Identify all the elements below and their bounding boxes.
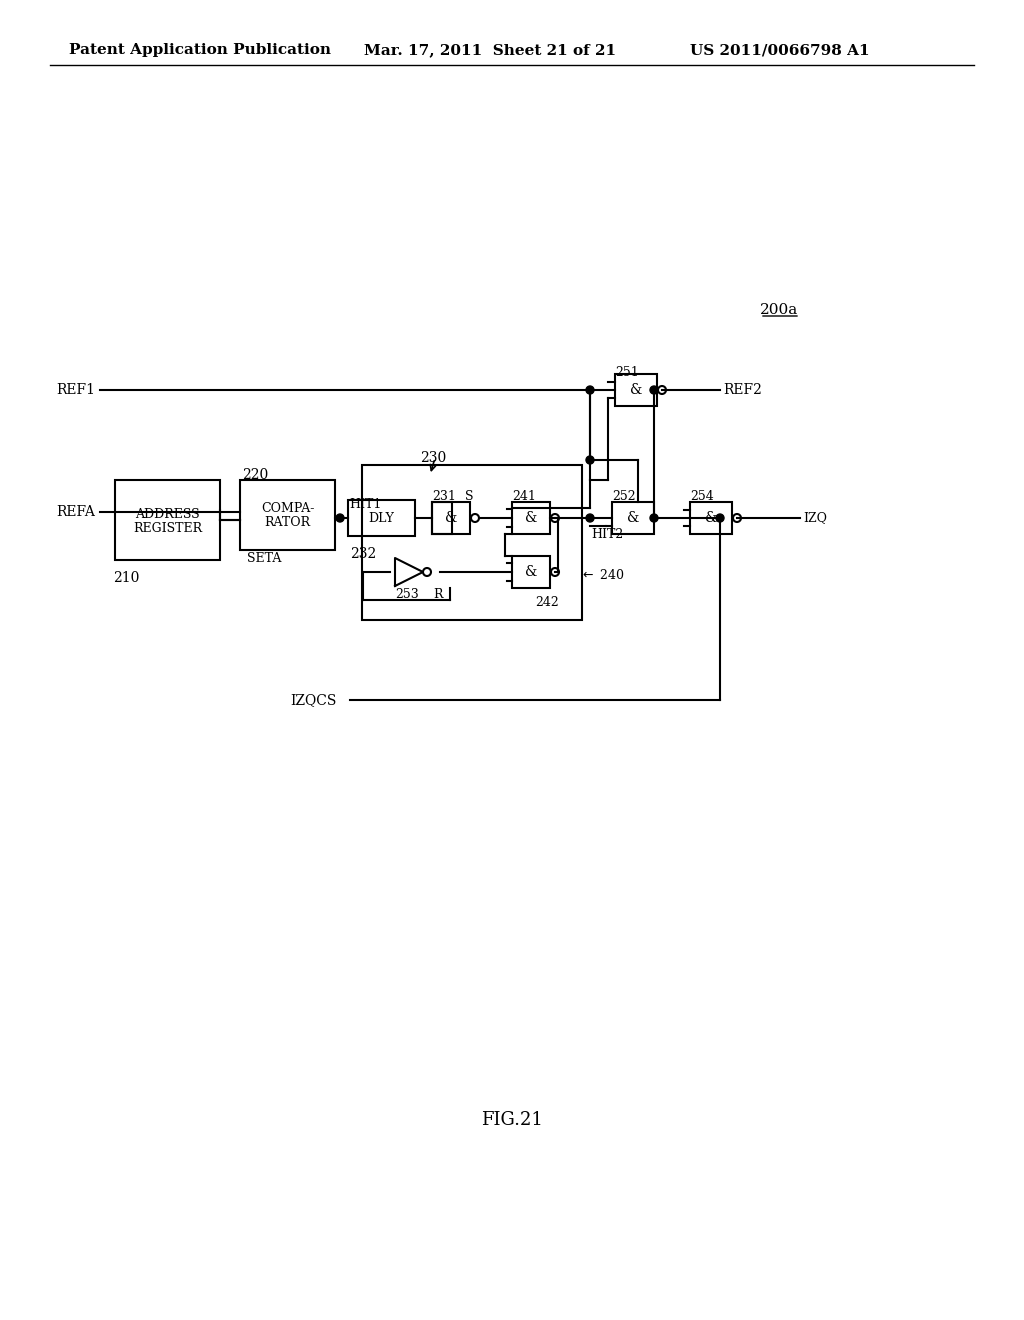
Text: REF2: REF2 [723, 383, 762, 397]
Text: 254: 254 [690, 490, 714, 503]
Text: RATOR: RATOR [264, 516, 310, 529]
Bar [115, 480, 220, 560]
Bar [690, 502, 732, 535]
Text: SETA: SETA [247, 552, 282, 565]
Text: 230: 230 [420, 451, 446, 465]
Text: REFA: REFA [56, 506, 95, 519]
Text: REGISTER: REGISTER [133, 521, 202, 535]
Bar [348, 500, 415, 536]
Text: IZQCS: IZQCS [290, 693, 336, 708]
Circle shape [586, 385, 594, 393]
Bar [362, 465, 582, 620]
Text: Mar. 17, 2011  Sheet 21 of 21: Mar. 17, 2011 Sheet 21 of 21 [364, 44, 616, 57]
Text: S: S [465, 490, 473, 503]
Circle shape [650, 513, 658, 521]
Text: 231: 231 [432, 490, 456, 503]
Text: R: R [433, 587, 442, 601]
Text: &: & [627, 511, 639, 525]
Text: ADDRESS: ADDRESS [135, 507, 200, 520]
Circle shape [336, 513, 344, 521]
Bar [432, 502, 452, 535]
Text: 200a: 200a [760, 304, 799, 317]
Text: COMPA-: COMPA- [261, 503, 314, 516]
Text: US 2011/0066798 A1: US 2011/0066798 A1 [690, 44, 869, 57]
Text: 251: 251 [615, 366, 639, 379]
Text: 252: 252 [612, 490, 636, 503]
Bar [432, 502, 470, 535]
Circle shape [586, 513, 594, 521]
Text: 232: 232 [350, 546, 376, 561]
Text: FIG.21: FIG.21 [481, 1111, 543, 1129]
Circle shape [650, 385, 658, 393]
Text: REF1: REF1 [56, 383, 95, 397]
Text: DLY: DLY [369, 511, 394, 524]
Text: 220: 220 [242, 469, 268, 482]
Text: &: & [444, 511, 457, 525]
Polygon shape [395, 558, 423, 586]
Text: 210: 210 [113, 572, 139, 585]
Bar [512, 556, 550, 587]
Circle shape [716, 513, 724, 521]
Text: 241: 241 [512, 490, 536, 503]
Text: 253: 253 [395, 587, 419, 601]
Bar [612, 502, 654, 535]
Text: HIT1: HIT1 [349, 498, 381, 511]
Text: 242: 242 [535, 595, 559, 609]
Text: &: & [630, 383, 642, 397]
Text: &: & [525, 511, 538, 525]
Text: HIT2: HIT2 [591, 528, 624, 540]
Circle shape [586, 455, 594, 465]
Text: $\leftarrow$ 240: $\leftarrow$ 240 [580, 568, 625, 582]
Text: &: & [525, 565, 538, 579]
Bar [240, 480, 335, 550]
Text: IZQ: IZQ [803, 511, 827, 524]
Text: &: & [705, 511, 717, 525]
Bar [512, 502, 550, 535]
Bar [615, 374, 657, 407]
Text: Patent Application Publication: Patent Application Publication [69, 44, 331, 57]
